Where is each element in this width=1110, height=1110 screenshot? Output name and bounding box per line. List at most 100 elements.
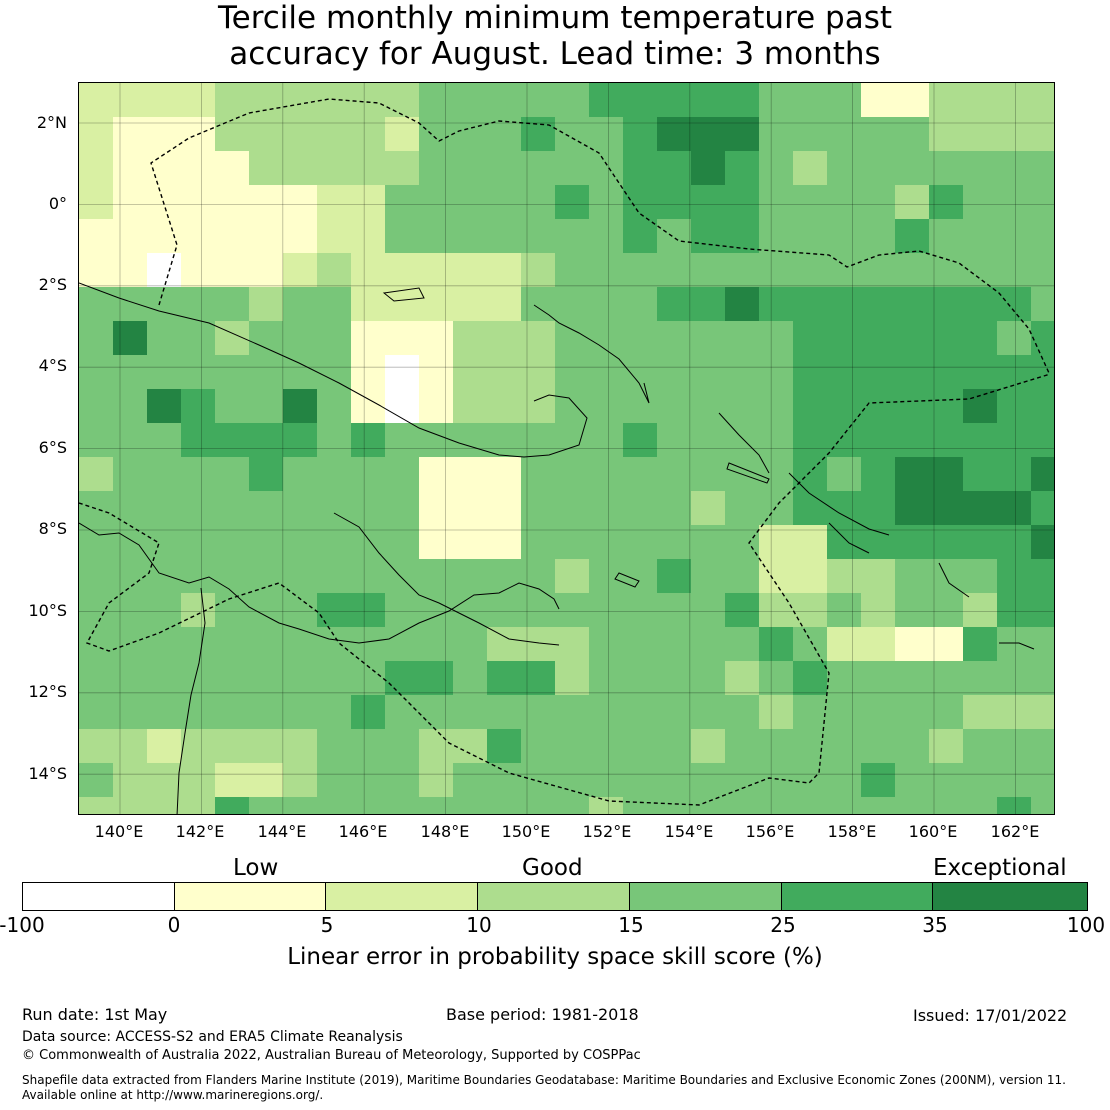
grid-cell xyxy=(283,763,318,798)
title-line-1: Tercile monthly minimum temperature past xyxy=(217,0,893,36)
grid-cell xyxy=(793,661,828,696)
grid-cell xyxy=(113,593,148,628)
grid-cell xyxy=(759,559,794,594)
grid-cell xyxy=(283,695,318,730)
grid-cell xyxy=(793,117,828,152)
grid-cell xyxy=(1031,423,1054,458)
grid-cell xyxy=(623,83,658,118)
grid-cell xyxy=(317,287,352,322)
grid-cell xyxy=(385,627,420,662)
grid-cell xyxy=(283,83,318,118)
grid-cell xyxy=(555,729,590,764)
grid-cell xyxy=(283,185,318,220)
grid-cell xyxy=(691,797,726,814)
grid-cell xyxy=(453,83,488,118)
grid-cell xyxy=(487,627,522,662)
grid-cell xyxy=(113,627,148,662)
grid-cell xyxy=(827,253,862,288)
grid-cell xyxy=(929,117,964,152)
grid-cell xyxy=(385,389,420,424)
grid-cell xyxy=(113,321,148,356)
grid-cell xyxy=(963,423,998,458)
grid-cell xyxy=(113,219,148,254)
grid-cell xyxy=(385,457,420,492)
grid-cell xyxy=(147,627,182,662)
lat-tick-12s: 12°S xyxy=(28,682,67,701)
grid-cell xyxy=(317,525,352,560)
grid-cell xyxy=(589,593,624,628)
grid-cell xyxy=(691,219,726,254)
lon-tick-150e: 150°E xyxy=(501,822,551,841)
grid-cell xyxy=(929,627,964,662)
grid-cell xyxy=(759,321,794,356)
grid-cell xyxy=(79,627,114,662)
grid-cell xyxy=(759,185,794,220)
grid-cell xyxy=(79,593,114,628)
grid-cell xyxy=(283,423,318,458)
grid-cell xyxy=(487,491,522,526)
lat-tick-4s: 4°S xyxy=(38,356,67,375)
grid-cell xyxy=(725,491,760,526)
grid-cell xyxy=(215,185,250,220)
grid-cell xyxy=(215,151,250,186)
grid-cell xyxy=(181,389,216,424)
grid-cell xyxy=(283,219,318,254)
grid-cell xyxy=(691,83,726,118)
grid-cell xyxy=(113,389,148,424)
coastline xyxy=(382,287,425,302)
grid-cell xyxy=(929,83,964,118)
grid-cell xyxy=(929,729,964,764)
colorbar-tick: 0 xyxy=(167,913,181,937)
grid-cell xyxy=(317,253,352,288)
grid-cell xyxy=(283,355,318,390)
grid-cell xyxy=(861,695,896,730)
grid-cell xyxy=(691,423,726,458)
grid-cell xyxy=(827,695,862,730)
grid-cell xyxy=(827,661,862,696)
grid-cell xyxy=(725,729,760,764)
grid-cell xyxy=(419,219,454,254)
grid-cell xyxy=(419,729,454,764)
grid-cell xyxy=(827,83,862,118)
grid-cell xyxy=(419,797,454,814)
shapefile-credit-2: Available online at http://www.marinereg… xyxy=(22,1088,324,1102)
grid-cell xyxy=(929,287,964,322)
grid-cell xyxy=(351,151,386,186)
grid-cell xyxy=(929,355,964,390)
grid-cell xyxy=(657,695,692,730)
colorbar-segment xyxy=(174,883,327,910)
grid-cell xyxy=(453,151,488,186)
grid-cell xyxy=(929,491,964,526)
grid-cell xyxy=(623,729,658,764)
grid-cell xyxy=(861,287,896,322)
grid-cell xyxy=(351,355,386,390)
grid-cell xyxy=(691,627,726,662)
grid-cell xyxy=(759,695,794,730)
skill-score-map[interactable] xyxy=(79,83,1055,815)
grid-cell xyxy=(453,729,488,764)
grid-cell xyxy=(317,117,352,152)
grid-cell xyxy=(589,525,624,560)
grid-cell xyxy=(895,219,930,254)
grid-cell xyxy=(691,763,726,798)
grid-cell xyxy=(555,389,590,424)
grid-cell xyxy=(963,559,998,594)
grid-cell xyxy=(147,729,182,764)
map-frame[interactable] xyxy=(78,82,1055,815)
grid-cell xyxy=(555,661,590,696)
grid-cell xyxy=(181,321,216,356)
grid-cell xyxy=(351,287,386,322)
colorbar-tick: -100 xyxy=(0,913,45,937)
grid-cell xyxy=(385,593,420,628)
grid-cell xyxy=(521,423,556,458)
grid-cell xyxy=(283,559,318,594)
grid-cell xyxy=(793,219,828,254)
grid-cell xyxy=(725,219,760,254)
grid-cell xyxy=(1031,763,1054,798)
grid-cell xyxy=(793,185,828,220)
grid-cell xyxy=(657,219,692,254)
grid-cell xyxy=(997,321,1032,356)
grid-cell xyxy=(521,185,556,220)
grid-cell xyxy=(79,797,114,814)
grid-cell xyxy=(317,695,352,730)
